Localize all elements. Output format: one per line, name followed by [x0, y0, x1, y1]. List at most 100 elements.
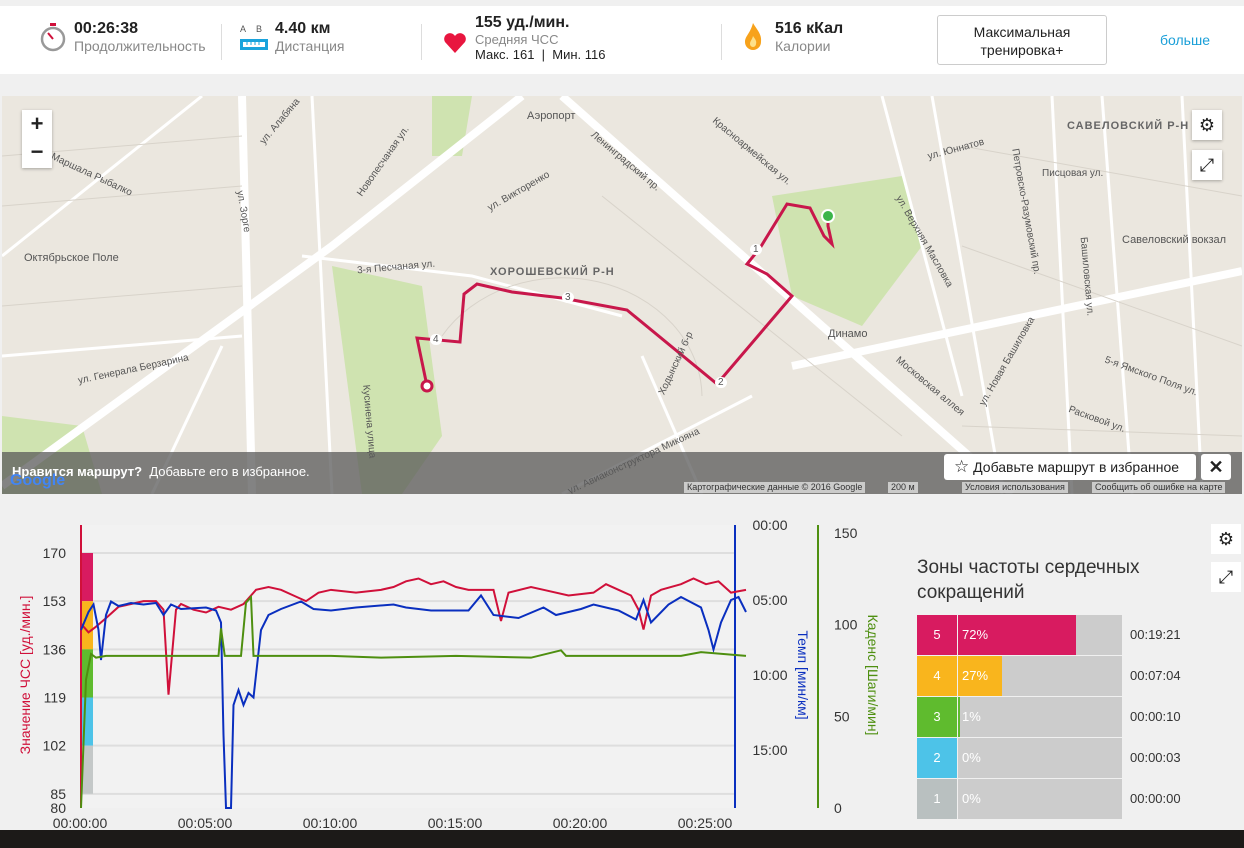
fullscreen-icon: ⤢	[1218, 567, 1234, 587]
chart-fullscreen-button[interactable]: ⤢	[1211, 562, 1241, 592]
hr-zone-row: 5 72% 00:19:21	[917, 615, 1237, 655]
zone-bar-fill	[958, 656, 1003, 696]
hr-zone-row: 3 1% 00:00:10	[917, 697, 1237, 737]
favorite-prompt-bar: Нравится маршрут? Добавьте его в избранн…	[2, 452, 1242, 494]
divider	[421, 24, 422, 60]
x-tick-label: 00:05:00	[178, 815, 233, 831]
hr-zone-row: 1 0% 00:00:00	[917, 779, 1237, 819]
zone-number: 1	[917, 779, 957, 819]
fullscreen-icon: ⤢	[1199, 155, 1215, 175]
map-report-link[interactable]: Сообщить об ошибке на карте	[1092, 482, 1226, 493]
duration-label: Продолжительность	[74, 38, 206, 54]
google-logo: Google	[10, 472, 66, 489]
x-tick-label: 00:10:00	[303, 815, 358, 831]
pace-tick-label: 10:00	[752, 667, 787, 683]
heart-rate-stat: 155 уд./мин. Средняя ЧСС Макс. 161 | Мин…	[443, 14, 606, 62]
pace-tick-label: 05:00	[752, 592, 787, 608]
map-settings-button[interactable]: ⚙	[1192, 110, 1222, 140]
favorite-prompt: Нравится маршрут? Добавьте его в избранн…	[12, 464, 310, 479]
x-tick-label: 00:00:00	[53, 815, 108, 831]
hr-tick-label: 85	[50, 786, 66, 802]
x-tick-label: 00:20:00	[553, 815, 608, 831]
distance-label: Дистанция	[275, 38, 345, 54]
zone-number: 2	[917, 738, 957, 778]
flame-icon	[745, 23, 762, 50]
zone-percent: 72%	[962, 627, 989, 642]
point-b-label: B	[256, 24, 263, 34]
route-end-marker	[420, 379, 434, 393]
hr-tick-label: 102	[43, 738, 67, 754]
km-marker: 3	[562, 292, 574, 303]
add-favorite-label: Добавьте маршрут в избранное	[973, 459, 1180, 475]
hr-zones-title: Зоны частоты сердечных сокращений	[917, 557, 1140, 603]
zone-bar-fill	[958, 615, 1077, 655]
series-line-hr	[80, 577, 747, 695]
zone-number: 4	[917, 656, 957, 696]
km-marker: 4	[430, 334, 442, 345]
close-prompt-button[interactable]: ✕	[1201, 454, 1231, 480]
zone-time: 00:07:04	[1130, 668, 1181, 683]
point-a-label: A	[240, 24, 247, 34]
max-workout-button[interactable]: Максимальная тренировка+	[937, 15, 1107, 65]
map-terms-link[interactable]: Условия использования	[962, 482, 1068, 493]
zone-bar-fill	[958, 697, 960, 737]
cadence-tick-label: 150	[834, 525, 858, 541]
map-fullscreen-button[interactable]: ⤢	[1192, 150, 1222, 180]
calories-value: 516 кКал	[775, 20, 844, 37]
hr-tick-label: 119	[44, 690, 67, 706]
add-favorite-button[interactable]: ☆ Добавьте маршрут в избранное	[944, 454, 1196, 480]
district-label: САВЕЛОВСКИЙ Р-Н	[1067, 120, 1190, 132]
calories-stat: 516 кКал Калории	[743, 20, 843, 54]
zone-bar: 1%	[958, 697, 1122, 737]
map-label: Савеловский вокзал	[1122, 234, 1227, 246]
map-label: Октябрьское Поле	[24, 252, 119, 264]
zoom-in-button[interactable]: +	[30, 111, 44, 136]
zone-bar: 27%	[958, 656, 1122, 696]
map-label: Писцовая ул.	[1042, 168, 1104, 179]
zone-number: 3	[917, 697, 957, 737]
chart-settings-button[interactable]: ⚙	[1211, 524, 1241, 554]
plot-area	[81, 525, 735, 808]
km-marker: 1	[750, 244, 762, 255]
zone-bar: 72%	[958, 615, 1122, 655]
zone-percent: 0%	[962, 791, 981, 806]
route-map[interactable]: 1 2 3 4 Аэропорт Октябрьское Поле Динамо…	[2, 96, 1242, 494]
hr-zone-row: 4 27% 00:07:04	[917, 656, 1237, 696]
map-data-credit: Картографические данные © 2016 Google	[684, 482, 866, 493]
distance-value: 4.40 км	[275, 20, 331, 37]
hr-label: Средняя ЧСС	[475, 32, 559, 47]
duration-stat: 00:26:38 Продолжительность	[40, 20, 206, 54]
hr-zone-band	[82, 553, 93, 602]
zone-number: 5	[917, 615, 957, 655]
cadence-tick-label: 50	[834, 708, 850, 724]
more-link[interactable]: больше	[1160, 32, 1210, 48]
zoom-control: + −	[22, 110, 52, 168]
zone-bar: 0%	[958, 738, 1122, 778]
prompt-text: Добавьте его в избранное.	[149, 464, 310, 479]
hr-zone-row: 2 0% 00:00:03	[917, 738, 1237, 778]
distance-stat: A B 4.40 км Дистанция	[240, 20, 345, 54]
pace-axis-title: Темп [мин/км]	[795, 630, 811, 719]
zone-time: 00:00:00	[1130, 791, 1181, 806]
hr-tick-label: 80	[50, 800, 66, 816]
hr-zone-band	[82, 601, 93, 650]
map-roads	[2, 96, 1242, 494]
footer-strip	[0, 830, 1244, 848]
hr-minmax: Макс. 161 | Мин. 116	[475, 47, 606, 62]
star-icon: ☆	[954, 457, 970, 476]
series-line-pace	[80, 593, 747, 809]
summary-bar: 00:26:38 Продолжительность A B 4.40 км Д…	[0, 6, 1244, 74]
gear-icon: ⚙	[1198, 115, 1216, 135]
route-line	[415, 202, 835, 387]
map-scale: 200 м	[888, 482, 918, 493]
hr-axis-title: Значение ЧСС [уд./мин.]	[17, 596, 33, 755]
hr-tick-label: 153	[43, 593, 67, 609]
hr-tick-label: 170	[43, 545, 67, 561]
cadence-tick-label: 100	[834, 617, 858, 633]
calories-label: Калории	[775, 38, 831, 54]
gear-icon: ⚙	[1217, 529, 1235, 549]
zone-percent: 0%	[962, 750, 981, 765]
zoom-out-button[interactable]: −	[30, 139, 44, 164]
zone-percent: 1%	[962, 709, 981, 724]
map-label: Аэропорт	[527, 110, 576, 122]
